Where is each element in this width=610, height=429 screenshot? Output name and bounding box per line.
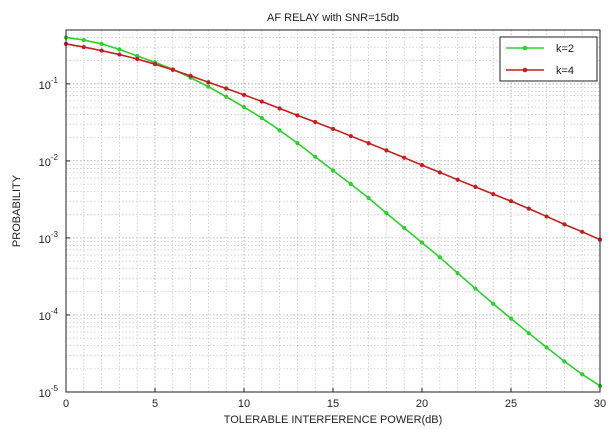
data-point-k=4 — [224, 86, 229, 91]
legend-box — [499, 36, 598, 82]
data-point-k=4 — [330, 126, 336, 132]
data-point-k=4 — [348, 133, 353, 139]
data-point-k=2 — [330, 168, 336, 173]
data-point-k=4 — [455, 177, 460, 182]
legend-marker-k4 — [522, 67, 528, 73]
x-tick-label: 20 — [416, 398, 428, 410]
data-point-k=2 — [99, 41, 104, 47]
data-point-k=2 — [241, 104, 247, 110]
data-point-k=4 — [437, 170, 442, 175]
plot-background — [66, 30, 600, 392]
data-point-k=4 — [402, 155, 407, 160]
data-point-k=4 — [277, 106, 282, 111]
data-point-k=2 — [402, 225, 407, 230]
data-point-k=2 — [508, 316, 514, 321]
data-point-k=2 — [81, 37, 86, 43]
data-point-k=2 — [295, 141, 300, 146]
x-tick-label: 30 — [594, 398, 606, 410]
data-point-k=2 — [437, 255, 442, 260]
data-point-k=4 — [419, 163, 425, 168]
data-point-k=4 — [562, 222, 567, 227]
data-point-k=4 — [259, 99, 264, 104]
data-point-k=2 — [366, 195, 371, 201]
data-point-k=4 — [117, 52, 122, 57]
data-point-k=4 — [135, 56, 140, 62]
data-point-k=4 — [188, 73, 193, 78]
data-point-k=4 — [580, 229, 585, 234]
data-point-k=2 — [580, 372, 585, 377]
y-axis-label: PROBABILITY — [11, 174, 23, 247]
data-point-k=2 — [277, 128, 282, 133]
data-point-k=2 — [562, 359, 567, 364]
grid — [66, 30, 600, 392]
legend: k=2 k=4 — [499, 36, 598, 82]
ticks: 0 5 10 15 20 25 30 10-1 10-2 10-3 10-4 10-5 — [39, 76, 607, 410]
y-tick-label: 10-5 — [39, 384, 59, 400]
legend-marker-k2 — [522, 45, 528, 51]
data-point-k=4 — [384, 148, 389, 153]
data-point-k=2 — [526, 331, 531, 336]
x-axis-label: TOLERABLE INTERFERENCE POWER(dB) — [224, 414, 443, 426]
y-tick-label: 10-1 — [39, 76, 59, 92]
data-point-k=4 — [313, 119, 318, 125]
data-point-k=4 — [295, 113, 300, 118]
data-point-k=2 — [473, 286, 478, 291]
data-point-k=4 — [99, 48, 104, 53]
data-point-k=2 — [455, 270, 460, 276]
data-point-k=2 — [117, 47, 122, 52]
data-point-k=2 — [544, 345, 549, 350]
chart-title: AF RELAY with SNR=15db — [267, 12, 399, 24]
data-point-k=4 — [526, 206, 531, 211]
data-point-k=4 — [152, 62, 158, 67]
legend-label-k4: k=4 — [556, 65, 574, 77]
data-point-k=4 — [491, 192, 496, 197]
x-tick-label: 5 — [152, 398, 158, 410]
data-point-k=4 — [508, 199, 514, 204]
data-point-k=4 — [81, 44, 86, 50]
data-point-k=2 — [224, 94, 229, 99]
legend-label-k2: k=2 — [556, 43, 574, 55]
y-tick-label: 10-3 — [39, 230, 59, 246]
data-point-k=2 — [313, 154, 318, 159]
x-tick-label: 10 — [238, 398, 250, 410]
data-point-k=4 — [206, 80, 211, 85]
data-point-k=2 — [348, 181, 353, 187]
data-point-k=4 — [473, 184, 478, 189]
x-tick-label: 15 — [327, 398, 339, 410]
x-tick-label: 25 — [505, 398, 517, 410]
data-point-k=2 — [259, 115, 264, 121]
data-point-k=4 — [241, 92, 247, 97]
data-point-k=2 — [491, 301, 496, 306]
data-point-k=2 — [135, 53, 140, 59]
data-point-k=4 — [170, 67, 175, 72]
x-tick-label: 0 — [63, 398, 69, 410]
y-tick-label: 10-4 — [39, 307, 59, 323]
data-point-k=2 — [384, 211, 389, 216]
data-point-k=4 — [544, 214, 549, 219]
y-tick-label: 10-2 — [39, 153, 59, 169]
data-point-k=4 — [366, 141, 371, 146]
data-point-k=2 — [206, 84, 211, 89]
data-point-k=2 — [419, 240, 425, 245]
series-layer — [63, 35, 603, 389]
